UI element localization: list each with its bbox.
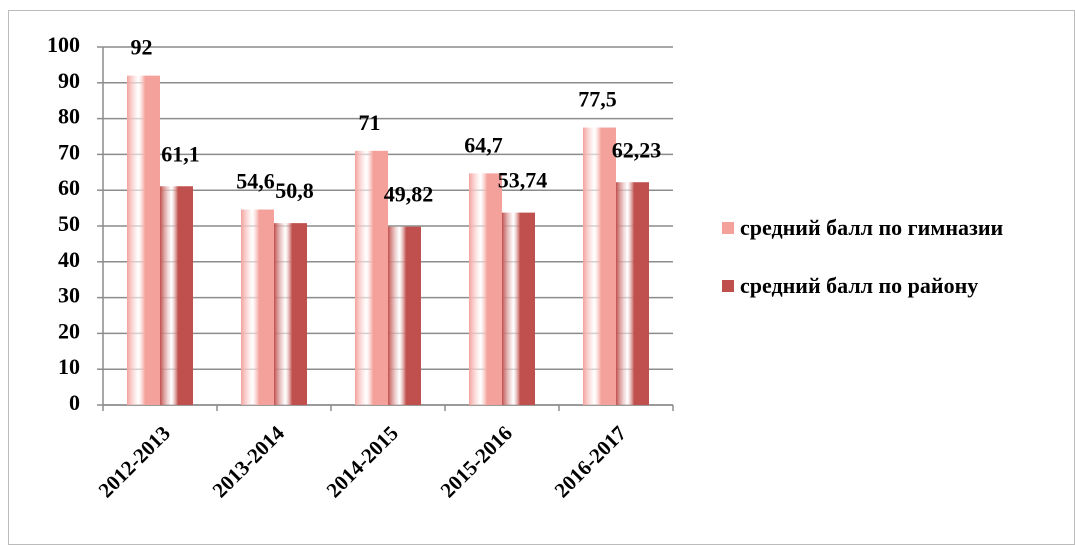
bar (616, 182, 649, 405)
legend-swatch (722, 222, 734, 234)
bar (127, 75, 160, 405)
y-tick-label: 70 (58, 139, 80, 164)
legend-label: средний балл по гимназии (740, 215, 1004, 240)
y-tick-label: 80 (58, 104, 80, 129)
bar (469, 173, 502, 405)
y-tick-label: 10 (58, 354, 80, 379)
y-tick-label: 30 (58, 283, 80, 308)
y-tick-label: 40 (58, 247, 80, 272)
bar (388, 226, 421, 405)
bar (502, 212, 535, 405)
y-tick-label: 100 (47, 32, 80, 57)
legend-item: средний балл по району (722, 270, 1067, 302)
data-label: 77,5 (578, 87, 617, 112)
y-tick-label: 90 (58, 68, 80, 93)
legend-item: средний балл по гимназии (722, 212, 1067, 244)
data-label: 64,7 (464, 132, 503, 157)
y-tick-label: 60 (58, 175, 80, 200)
data-label: 49,82 (384, 182, 434, 207)
bar (583, 127, 616, 406)
y-tick-label: 0 (69, 390, 80, 415)
bar (274, 223, 307, 405)
bar (160, 186, 193, 405)
y-tick-label: 20 (58, 318, 80, 343)
x-tick-label: 2013-2014 (208, 421, 290, 503)
x-tick-label: 2015-2016 (436, 421, 517, 502)
legend-swatch (722, 280, 734, 292)
data-label: 61,1 (161, 141, 200, 166)
x-tick-label: 2014-2015 (322, 421, 403, 502)
bar (355, 150, 388, 405)
legend-label: средний балл по району (740, 273, 979, 298)
y-tick-label: 50 (58, 211, 80, 236)
data-label: 50,8 (275, 178, 314, 203)
x-tick-label: 2016-2017 (550, 421, 631, 502)
data-label: 53,74 (498, 168, 548, 193)
data-label: 92 (131, 35, 153, 60)
x-tick-label: 2012-2013 (94, 421, 175, 502)
bar (241, 209, 274, 405)
legend: средний балл по гимназии средний балл по … (722, 212, 1067, 328)
data-label: 71 (359, 110, 381, 135)
data-label: 54,6 (236, 169, 275, 194)
data-label: 62,23 (612, 137, 662, 162)
